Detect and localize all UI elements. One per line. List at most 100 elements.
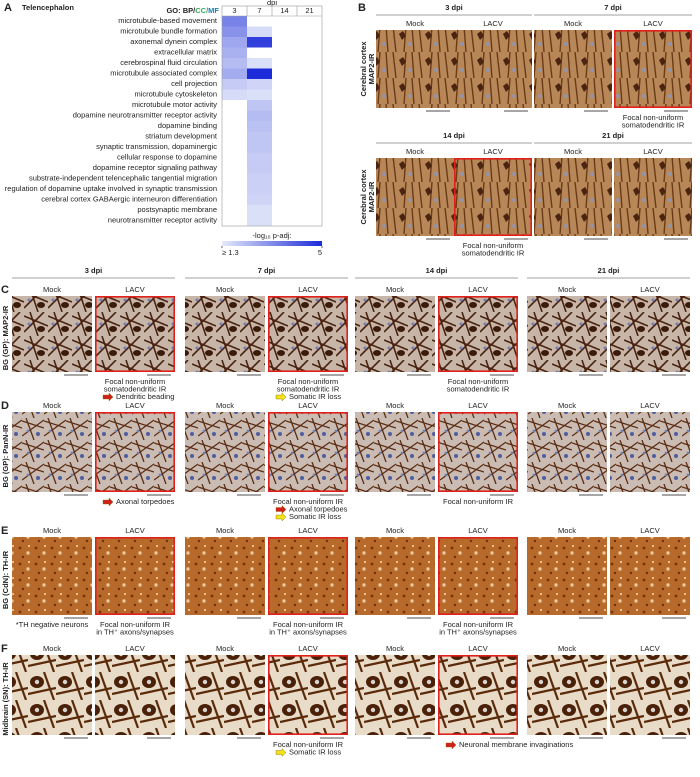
image-label: LACV [643, 19, 663, 28]
micrograph [95, 537, 175, 615]
legend-bar [222, 241, 322, 246]
marker-label: Axonal torpedoes [289, 504, 348, 513]
image-label: LACV [640, 644, 660, 653]
heat-cell [247, 79, 272, 90]
column-label: 21 [305, 6, 313, 15]
go-term: cell projection [171, 79, 217, 88]
micrograph [534, 30, 612, 108]
image-label: LACV [640, 526, 660, 535]
go-term: dopamine binding [158, 121, 217, 130]
caption: Focal non-uniform IR [443, 620, 514, 629]
image-label: LACV [468, 526, 488, 535]
micrograph [454, 158, 532, 236]
image-label: LACV [298, 285, 318, 294]
micrograph [268, 412, 348, 492]
micrograph [12, 655, 92, 735]
go-term: synaptic transmission, dopaminergic [96, 142, 217, 151]
marker-arrow [275, 392, 287, 402]
image-label: Mock [558, 401, 576, 410]
marker-arrow [275, 512, 287, 522]
highlight-frame [437, 536, 518, 615]
micrograph [185, 412, 265, 492]
image-label: LACV [125, 401, 145, 410]
go-term: striatum development [145, 132, 218, 141]
micrograph [355, 537, 435, 615]
heat-cell [247, 163, 272, 174]
highlight-frame [95, 536, 176, 615]
micrograph [268, 296, 348, 372]
micrograph [454, 30, 532, 108]
heat-cell [247, 58, 272, 69]
go-term: dopamine neurotransmitter receptor activ… [73, 111, 217, 120]
caption: Focal non-uniform IR [443, 497, 514, 506]
caption: Focal non-uniform [278, 377, 338, 386]
go-term: cerebrospinal fluid circulation [120, 58, 217, 67]
heat-cell [222, 79, 247, 90]
legend-label: ≥ 1.3 [222, 248, 239, 257]
micrograph [376, 30, 454, 108]
panel-letter: D [1, 400, 9, 412]
go-term: dopamine receptor signaling pathway [93, 163, 217, 172]
micrograph [355, 655, 435, 735]
micrograph [610, 296, 690, 372]
go-label-part: GO: BP/ [166, 6, 196, 15]
heat-cell [247, 68, 272, 79]
dpi-header: 7 dpi [604, 3, 622, 12]
caption: in TH⁺ axons/synapses [269, 627, 347, 636]
micrograph [610, 537, 690, 615]
dpi-header: 21 dpi [602, 131, 624, 140]
micrograph [355, 412, 435, 492]
caption: *TH negative neurons [16, 620, 89, 629]
image-label: LACV [298, 644, 318, 653]
go-term: microtubule associated complex [110, 69, 217, 78]
marker-label: Somatic IR loss [289, 747, 341, 756]
heat-cell [247, 215, 272, 226]
dpi-header: 7 dpi [258, 266, 276, 275]
heat-cell [247, 100, 272, 111]
go-term: microtubule bundle formation [120, 27, 217, 36]
image-label: Mock [386, 401, 404, 410]
heat-cell [222, 37, 247, 48]
caption: Focal non-uniform [463, 241, 523, 250]
marker-label: Somatic IR loss [289, 392, 341, 401]
image-label: Mock [43, 526, 61, 535]
micrograph [12, 537, 92, 615]
go-term: microtubule cytoskeleton [134, 90, 217, 99]
caption: in TH⁺ axons/synapses [96, 627, 174, 636]
heat-cell [247, 110, 272, 121]
image-label: LACV [483, 19, 503, 28]
go-term: postsynaptic membrane [137, 205, 217, 214]
micrograph [95, 655, 175, 735]
micrograph [438, 296, 518, 372]
micrograph [95, 412, 175, 492]
go-term: microtubule-based movement [118, 16, 218, 25]
go-term: extracellular matrix [154, 48, 217, 57]
heat-cell [222, 58, 247, 69]
micrograph [438, 412, 518, 492]
micrograph [438, 537, 518, 615]
heat-cell [222, 16, 247, 27]
marker-label: Dendritic beading [116, 392, 174, 401]
side-label: Midbrain (SN): TH-IR [1, 662, 10, 736]
marker-arrow [275, 505, 287, 514]
image-label: Mock [564, 147, 582, 156]
panel-letter: B [358, 2, 366, 14]
image-label: Mock [406, 19, 424, 28]
micrograph [610, 412, 690, 492]
highlight-frame [437, 295, 518, 372]
go-label-part: CC/ [195, 6, 209, 15]
panel-letter: E [1, 525, 8, 537]
caption: somatodendritic IR [447, 384, 510, 393]
image-label: LACV [298, 401, 318, 410]
go-term: cellular response to dopamine [117, 153, 217, 162]
side-label: BG (GP): PanN-IR [1, 424, 10, 487]
go-term: regulation of dopamine uptake involved i… [5, 184, 217, 193]
highlight-frame [613, 29, 692, 109]
micrograph [12, 412, 92, 492]
marker-arrow [445, 740, 457, 750]
marker-arrow [275, 748, 287, 757]
caption: Focal non-uniform [105, 377, 165, 386]
heat-cell [247, 121, 272, 132]
side-label: MAP2-IR [367, 181, 376, 212]
image-label: Mock [43, 644, 61, 653]
